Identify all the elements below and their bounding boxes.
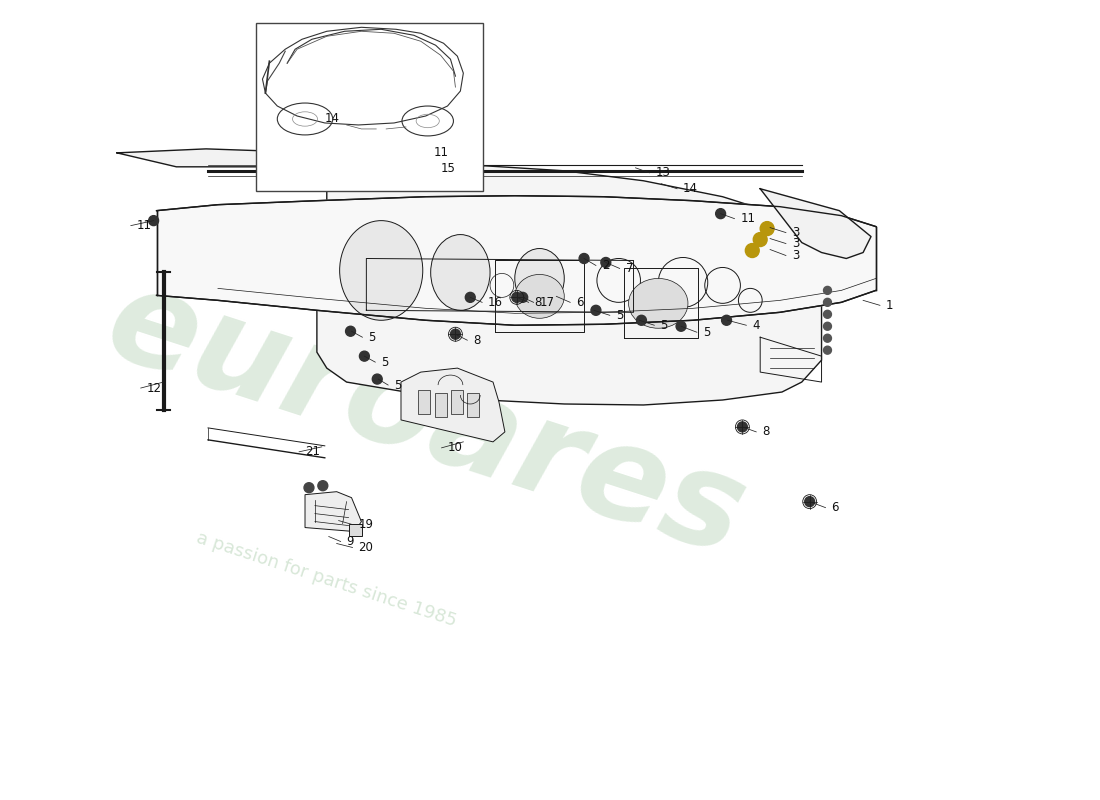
Circle shape — [518, 292, 528, 302]
Circle shape — [746, 243, 759, 258]
FancyBboxPatch shape — [434, 393, 447, 417]
Text: 4: 4 — [752, 318, 760, 332]
Text: 5: 5 — [616, 309, 623, 322]
Circle shape — [360, 351, 370, 361]
Text: 12: 12 — [146, 382, 162, 394]
Circle shape — [824, 310, 832, 318]
Circle shape — [824, 298, 832, 306]
Circle shape — [304, 482, 313, 493]
Circle shape — [716, 209, 726, 218]
FancyBboxPatch shape — [451, 390, 463, 414]
Text: 20: 20 — [359, 541, 373, 554]
Circle shape — [318, 481, 328, 490]
Polygon shape — [305, 492, 362, 531]
Text: 11: 11 — [136, 219, 152, 232]
Text: 5: 5 — [703, 326, 711, 338]
Text: 14: 14 — [683, 182, 698, 195]
Circle shape — [591, 306, 601, 315]
Circle shape — [805, 497, 815, 506]
Ellipse shape — [340, 221, 422, 320]
Ellipse shape — [628, 278, 688, 328]
Circle shape — [754, 233, 767, 246]
Polygon shape — [760, 189, 871, 258]
Text: 11: 11 — [433, 146, 449, 159]
Circle shape — [148, 216, 158, 226]
Text: 19: 19 — [359, 518, 373, 531]
Text: 5: 5 — [382, 356, 388, 369]
Circle shape — [824, 322, 832, 330]
Polygon shape — [156, 196, 876, 326]
Circle shape — [722, 315, 732, 326]
Text: 7: 7 — [626, 262, 634, 275]
Circle shape — [676, 322, 686, 331]
Circle shape — [824, 286, 832, 294]
Text: 8: 8 — [473, 334, 481, 346]
Circle shape — [637, 315, 647, 326]
Text: 2: 2 — [602, 259, 609, 272]
Circle shape — [601, 258, 610, 267]
Circle shape — [824, 334, 832, 342]
Text: 3: 3 — [792, 237, 800, 250]
FancyBboxPatch shape — [349, 523, 362, 535]
Ellipse shape — [515, 274, 564, 318]
FancyBboxPatch shape — [418, 390, 430, 414]
Text: 3: 3 — [792, 226, 800, 239]
Ellipse shape — [431, 234, 491, 310]
FancyBboxPatch shape — [468, 393, 480, 417]
Text: 5: 5 — [660, 318, 668, 332]
Circle shape — [409, 144, 419, 154]
Text: 10: 10 — [448, 442, 462, 454]
Text: 5: 5 — [394, 378, 402, 391]
Ellipse shape — [515, 249, 564, 308]
Circle shape — [451, 330, 461, 339]
Circle shape — [824, 346, 832, 354]
Circle shape — [579, 254, 588, 263]
Text: 5: 5 — [368, 330, 376, 344]
Text: euroäres: euroäres — [91, 258, 760, 582]
Text: 9: 9 — [346, 535, 354, 548]
Text: 3: 3 — [792, 249, 800, 262]
Text: 21: 21 — [305, 446, 320, 458]
Polygon shape — [317, 166, 822, 405]
Text: 16: 16 — [488, 296, 503, 309]
Text: 11: 11 — [740, 212, 756, 225]
Text: 13: 13 — [656, 166, 670, 179]
Circle shape — [465, 292, 475, 302]
Text: 6: 6 — [832, 501, 839, 514]
Text: 15: 15 — [441, 162, 455, 175]
Text: 14: 14 — [324, 113, 340, 126]
Text: 6: 6 — [576, 296, 584, 309]
Circle shape — [372, 374, 382, 384]
Polygon shape — [402, 368, 505, 442]
Text: 8: 8 — [762, 426, 770, 438]
Circle shape — [345, 326, 355, 336]
Polygon shape — [117, 149, 337, 167]
Text: 17: 17 — [539, 296, 554, 309]
Circle shape — [760, 222, 774, 235]
Circle shape — [737, 422, 747, 432]
Text: 8: 8 — [535, 296, 542, 309]
Circle shape — [512, 292, 521, 302]
Text: a passion for parts since 1985: a passion for parts since 1985 — [195, 529, 459, 630]
Text: 1: 1 — [886, 299, 893, 312]
Bar — [255, 23, 483, 190]
